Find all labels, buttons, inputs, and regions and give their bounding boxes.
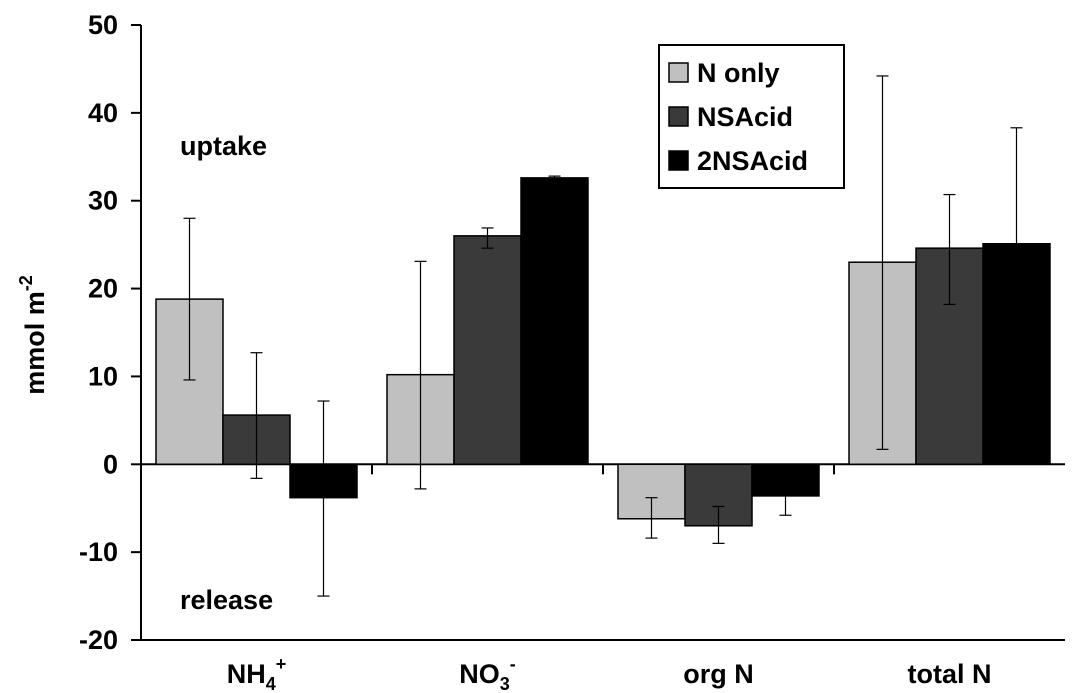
y-tick-label: -20 <box>79 625 118 655</box>
legend-label-0: N only <box>697 58 780 88</box>
legend-label-1: NSAcid <box>697 102 793 132</box>
error-bars <box>183 75 1023 597</box>
bar-2nsacid-1 <box>520 177 589 466</box>
y-tick-labels: 50 40 30 20 10 0 -10 -20 <box>79 10 118 655</box>
y-tick-label: 50 <box>88 10 118 40</box>
bar-nsacid-1 <box>453 235 522 466</box>
category-label-3: total N <box>908 659 992 689</box>
legend: N only NSAcid 2NSAcid <box>658 44 845 189</box>
y-tick-label: 30 <box>88 186 118 216</box>
legend-box <box>658 44 845 189</box>
category-label-0: NH4+ <box>227 654 287 693</box>
y-tick-label: 0 <box>103 449 118 479</box>
legend-swatch-0 <box>668 62 689 83</box>
y-tick-label: 10 <box>88 361 118 391</box>
category-labels: NH4+ NO3- org N total N <box>227 654 992 693</box>
y-tick-label: 20 <box>88 274 118 304</box>
bar-2nsacid-3 <box>982 243 1051 466</box>
y-tick-label: 40 <box>88 98 118 128</box>
y-tick-label: -10 <box>79 537 118 567</box>
category-label-1: NO3- <box>459 654 516 693</box>
y-axis-label-sup: -2 <box>16 275 36 291</box>
legend-label-2: 2NSAcid <box>697 146 808 176</box>
bar-2nsacid-2 <box>751 463 820 497</box>
y-axis-label: mmol m-2 <box>16 275 50 395</box>
legend-swatch-2 <box>668 150 689 171</box>
category-label-2: org N <box>683 659 754 689</box>
annotation-uptake: uptake <box>180 131 267 161</box>
legend-swatch-1 <box>668 106 689 127</box>
annotation-release: release <box>180 585 273 615</box>
